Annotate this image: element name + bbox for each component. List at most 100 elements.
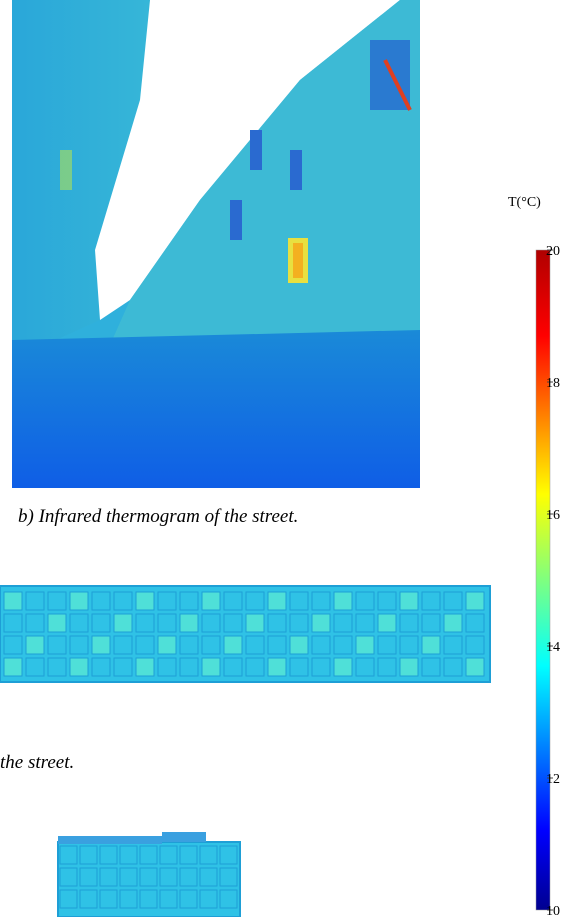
window bbox=[223, 591, 243, 611]
window bbox=[245, 591, 265, 611]
window bbox=[91, 591, 111, 611]
window bbox=[3, 635, 23, 655]
window bbox=[157, 613, 177, 633]
window bbox=[333, 635, 353, 655]
window bbox=[443, 613, 463, 633]
window bbox=[199, 867, 218, 887]
window bbox=[443, 635, 463, 655]
window bbox=[69, 657, 89, 677]
window bbox=[201, 657, 221, 677]
window bbox=[333, 657, 353, 677]
window bbox=[25, 613, 45, 633]
tick-label: 18 bbox=[546, 376, 560, 391]
window bbox=[139, 867, 158, 887]
window bbox=[443, 591, 463, 611]
window bbox=[311, 613, 331, 633]
window bbox=[157, 591, 177, 611]
window bbox=[333, 613, 353, 633]
window bbox=[139, 845, 158, 865]
window bbox=[79, 845, 98, 865]
colorbar-scale bbox=[535, 249, 551, 911]
window bbox=[135, 591, 155, 611]
window bbox=[135, 635, 155, 655]
window bbox=[135, 613, 155, 633]
window bbox=[47, 591, 67, 611]
window bbox=[465, 635, 485, 655]
window bbox=[399, 657, 419, 677]
window bbox=[201, 591, 221, 611]
window bbox=[377, 657, 397, 677]
window bbox=[179, 613, 199, 633]
window bbox=[139, 889, 158, 909]
window bbox=[99, 867, 118, 887]
window bbox=[201, 613, 221, 633]
window bbox=[113, 635, 133, 655]
thermogram bbox=[12, 0, 420, 488]
window bbox=[377, 635, 397, 655]
window bbox=[25, 635, 45, 655]
window bbox=[179, 657, 199, 677]
window bbox=[179, 867, 198, 887]
window bbox=[377, 591, 397, 611]
window bbox=[69, 591, 89, 611]
tick-label: 14 bbox=[546, 640, 560, 655]
window bbox=[119, 845, 138, 865]
window bbox=[179, 889, 198, 909]
window bbox=[113, 657, 133, 677]
tick-label: 10 bbox=[546, 904, 560, 917]
window bbox=[69, 635, 89, 655]
window bbox=[311, 591, 331, 611]
building-model bbox=[57, 832, 241, 918]
window bbox=[199, 845, 218, 865]
window bbox=[91, 635, 111, 655]
window bbox=[157, 657, 177, 677]
window bbox=[47, 613, 67, 633]
window bbox=[201, 635, 221, 655]
window bbox=[59, 867, 78, 887]
window bbox=[245, 613, 265, 633]
window bbox=[3, 591, 23, 611]
window bbox=[135, 657, 155, 677]
window bbox=[399, 635, 419, 655]
window bbox=[223, 635, 243, 655]
window bbox=[3, 657, 23, 677]
window bbox=[219, 867, 238, 887]
window bbox=[179, 635, 199, 655]
window bbox=[47, 635, 67, 655]
window bbox=[267, 657, 287, 677]
window bbox=[289, 591, 309, 611]
window bbox=[289, 657, 309, 677]
window bbox=[119, 889, 138, 909]
window bbox=[25, 657, 45, 677]
window bbox=[465, 613, 485, 633]
window bbox=[223, 657, 243, 677]
window bbox=[79, 889, 98, 909]
window bbox=[421, 613, 441, 633]
window bbox=[399, 591, 419, 611]
window bbox=[25, 591, 45, 611]
window bbox=[245, 635, 265, 655]
window bbox=[159, 889, 178, 909]
window bbox=[99, 845, 118, 865]
window bbox=[355, 591, 375, 611]
window bbox=[421, 657, 441, 677]
window bbox=[355, 613, 375, 633]
window bbox=[355, 657, 375, 677]
window bbox=[113, 613, 133, 633]
window bbox=[443, 657, 463, 677]
window bbox=[245, 657, 265, 677]
window bbox=[267, 591, 287, 611]
window bbox=[421, 635, 441, 655]
window bbox=[333, 591, 353, 611]
window bbox=[421, 591, 441, 611]
window bbox=[157, 635, 177, 655]
window bbox=[119, 867, 138, 887]
tick-label: 12 bbox=[546, 772, 560, 787]
caption: the street. bbox=[0, 752, 74, 773]
window bbox=[267, 613, 287, 633]
window bbox=[69, 613, 89, 633]
window bbox=[91, 657, 111, 677]
window bbox=[399, 613, 419, 633]
window bbox=[289, 635, 309, 655]
